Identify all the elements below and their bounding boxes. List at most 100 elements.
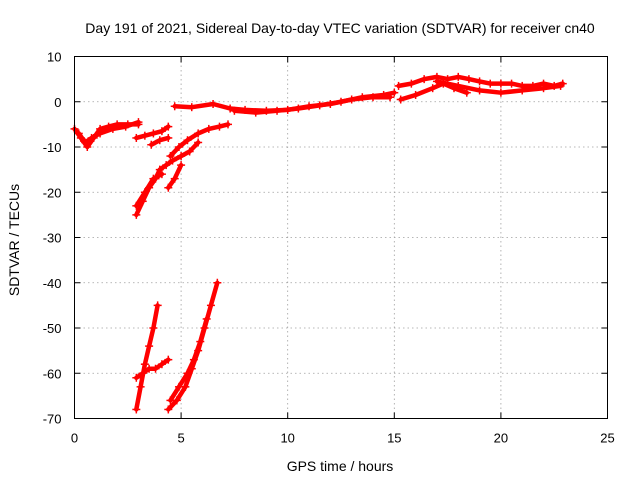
data-point bbox=[226, 104, 235, 113]
grid bbox=[74, 56, 608, 419]
data-point bbox=[164, 133, 173, 142]
data-point bbox=[157, 127, 166, 136]
y-tick-label: -10 bbox=[43, 140, 62, 155]
data-point bbox=[132, 133, 141, 142]
data-point bbox=[108, 124, 117, 133]
data-point bbox=[140, 360, 149, 369]
data-point bbox=[518, 86, 527, 95]
data-point bbox=[420, 75, 429, 84]
data-point bbox=[215, 122, 224, 131]
data-point bbox=[157, 170, 166, 179]
data-point bbox=[475, 77, 484, 86]
data-point bbox=[155, 165, 164, 174]
data-point bbox=[251, 108, 260, 117]
data-point bbox=[155, 136, 164, 145]
data-point bbox=[428, 84, 437, 93]
data-point bbox=[134, 118, 143, 127]
y-tick-label: -20 bbox=[43, 185, 62, 200]
series-arc-1b bbox=[74, 118, 143, 147]
data-point bbox=[337, 97, 345, 106]
data-point bbox=[464, 75, 473, 84]
data-point bbox=[168, 156, 177, 165]
series-arc-11 bbox=[396, 79, 471, 104]
series-arc-9 bbox=[230, 88, 399, 117]
data-point bbox=[132, 373, 141, 382]
data-point bbox=[475, 86, 484, 95]
data-point bbox=[230, 106, 239, 115]
y-tick-label: -40 bbox=[43, 276, 62, 291]
data-trace bbox=[134, 171, 165, 209]
x-tick-label: 0 bbox=[71, 431, 78, 446]
data-point bbox=[224, 120, 233, 129]
data-point bbox=[162, 161, 171, 170]
data-trace bbox=[168, 316, 209, 403]
data-point bbox=[206, 301, 215, 310]
y-ticks: 10 0 -10 -20 -30 -40 -50 -60 -70 bbox=[43, 50, 608, 427]
data-point bbox=[454, 81, 463, 90]
data-point bbox=[432, 77, 441, 86]
data-point bbox=[196, 337, 205, 346]
data-point bbox=[140, 188, 149, 197]
x-tick-label: 25 bbox=[600, 431, 614, 446]
data-point bbox=[294, 104, 303, 113]
series-arc-3 bbox=[147, 133, 173, 149]
y-tick-label: -70 bbox=[43, 412, 62, 427]
data-trace bbox=[134, 303, 160, 412]
data-point bbox=[407, 79, 416, 88]
x-tick-label: 20 bbox=[494, 431, 508, 446]
series-arc-7 bbox=[164, 161, 186, 192]
x-axis-label: GPS time / hours bbox=[287, 458, 394, 474]
data-point bbox=[83, 143, 92, 151]
data-point bbox=[96, 129, 105, 138]
data-point bbox=[507, 79, 516, 88]
data-point bbox=[151, 364, 160, 373]
series-arc-16 bbox=[166, 314, 211, 405]
data-point bbox=[140, 131, 149, 140]
data-point bbox=[136, 382, 145, 391]
data-point bbox=[202, 314, 211, 323]
y-tick-label: -60 bbox=[43, 366, 62, 381]
data-point bbox=[273, 106, 282, 115]
data-point bbox=[145, 342, 154, 351]
y-tick-label: -30 bbox=[43, 231, 62, 246]
data-trace bbox=[398, 81, 470, 102]
data-point bbox=[394, 81, 403, 90]
data-point bbox=[187, 103, 196, 112]
data-point bbox=[177, 161, 186, 170]
data-point bbox=[194, 129, 203, 138]
series-arc-5 bbox=[132, 170, 166, 210]
series-arc-14 bbox=[132, 301, 162, 414]
y-tick-label: -50 bbox=[43, 321, 62, 336]
data-point bbox=[213, 278, 222, 287]
data-point bbox=[132, 210, 141, 219]
data-point bbox=[358, 93, 367, 102]
data-point bbox=[556, 81, 565, 90]
data-point bbox=[396, 95, 405, 104]
data-point bbox=[183, 369, 192, 378]
data-trace bbox=[396, 74, 565, 89]
data-point bbox=[81, 138, 90, 147]
data-point bbox=[149, 324, 158, 332]
data-point bbox=[164, 122, 173, 131]
series-group bbox=[70, 72, 567, 414]
data-point bbox=[390, 88, 399, 97]
data-point bbox=[157, 360, 166, 369]
data-point bbox=[183, 136, 192, 145]
data-point bbox=[177, 152, 186, 161]
data-point bbox=[539, 84, 548, 93]
data-point bbox=[149, 174, 158, 183]
data-point bbox=[496, 79, 505, 88]
series-arc-12 bbox=[432, 77, 565, 97]
chart-title: Day 191 of 2021, Sidereal Day-to-day VTE… bbox=[85, 20, 595, 36]
data-point bbox=[209, 100, 218, 109]
data-point bbox=[153, 301, 162, 310]
data-point bbox=[174, 143, 183, 151]
y-tick-label: 0 bbox=[54, 95, 61, 110]
y-axis-label: SDTVAR / TECUs bbox=[6, 184, 22, 296]
data-point bbox=[462, 88, 471, 97]
data-point bbox=[164, 355, 173, 364]
data-point bbox=[166, 152, 175, 161]
series-arc-4 bbox=[132, 138, 203, 219]
data-point bbox=[132, 405, 141, 414]
